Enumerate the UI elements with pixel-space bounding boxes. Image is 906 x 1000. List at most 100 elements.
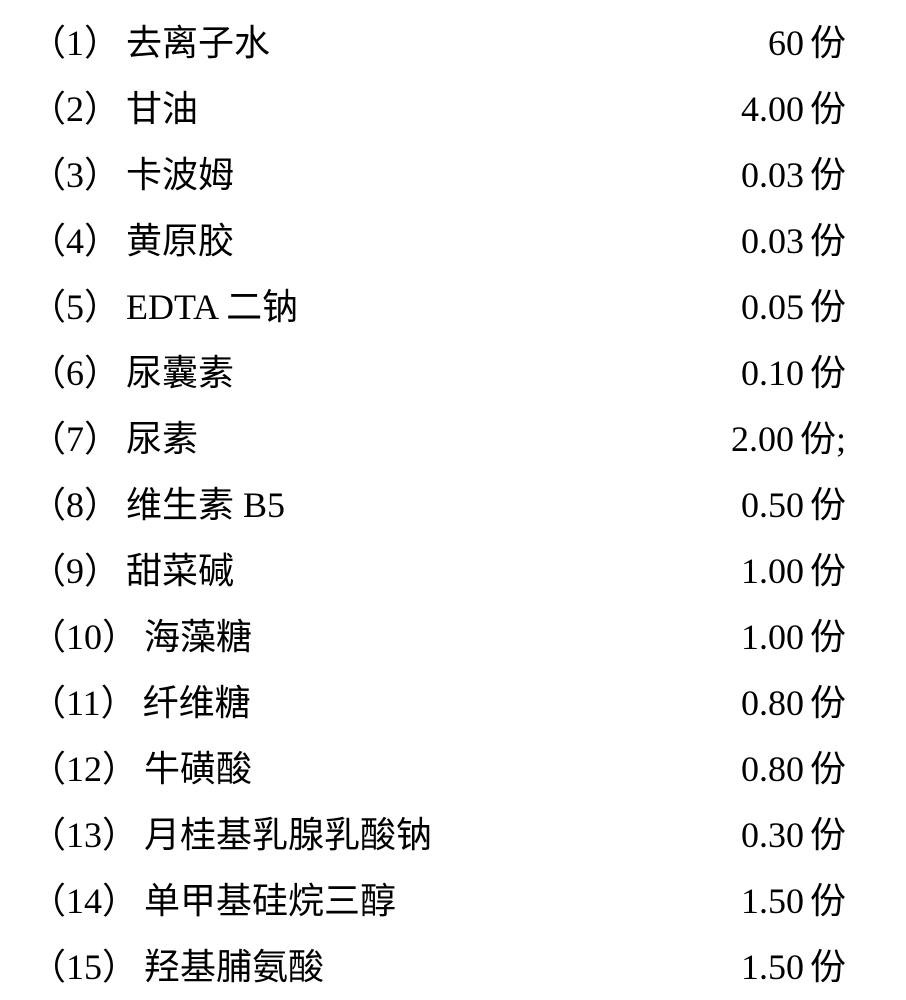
unit-label: 份: [810, 208, 846, 274]
amount-value: 1.00: [664, 538, 804, 604]
unit-label: 份: [810, 802, 846, 868]
label-column: （7）尿素: [30, 406, 510, 472]
row-index: （14）: [30, 868, 138, 934]
row-index: （9）: [30, 538, 120, 604]
amount-value: 0.80: [664, 736, 804, 802]
ingredient-name: 卡波姆: [126, 142, 234, 208]
ingredient-row: （8）维生素 B5 0.50份: [30, 472, 876, 538]
row-index: （5）: [30, 274, 120, 340]
unit-label: 份: [810, 274, 846, 340]
row-index: （7）: [30, 406, 120, 472]
row-index: （1）: [30, 10, 120, 76]
value-column: 0.80份: [510, 670, 876, 736]
row-index: （4）: [30, 208, 120, 274]
label-column: （13）月桂基乳腺乳酸钠: [30, 802, 510, 868]
ingredient-name: 甜菜碱: [126, 538, 234, 604]
ingredient-row: （5）EDTA 二钠0.05份: [30, 274, 876, 340]
value-column: 1.00份: [510, 538, 876, 604]
label-column: （1）去离子水: [30, 10, 510, 76]
value-column: 0.50份: [510, 472, 876, 538]
value-column: 0.03份: [510, 142, 876, 208]
ingredient-name: 单甲基硅烷三醇: [144, 868, 396, 934]
row-index: （2）: [30, 76, 120, 142]
amount-value: 4.00: [664, 76, 804, 142]
row-index: （15）: [30, 934, 138, 1000]
value-column: 0.30份: [510, 802, 876, 868]
unit-label: 份: [810, 76, 846, 142]
unit-label: 份: [810, 736, 846, 802]
unit-label: 份: [810, 340, 846, 406]
ingredient-row: （2）甘油4.00份: [30, 76, 876, 142]
label-column: （12）牛磺酸: [30, 736, 510, 802]
ingredient-row: （15）羟基脯氨酸1.50份: [30, 934, 876, 1000]
row-index: （10）: [30, 604, 138, 670]
ingredient-name: 甘油: [126, 76, 198, 142]
row-index: （3）: [30, 142, 120, 208]
unit-label: 份: [810, 604, 846, 670]
value-column: 60份: [510, 10, 876, 76]
row-index: （12）: [30, 736, 138, 802]
ingredient-name: 尿素: [126, 406, 198, 472]
ingredient-name: 月桂基乳腺乳酸钠: [144, 802, 432, 868]
unit-label: 份: [810, 868, 846, 934]
label-column: （11）纤维糖: [30, 670, 510, 736]
amount-value: 1.50: [664, 934, 804, 1000]
value-column: 1.50份: [510, 934, 876, 1000]
amount-value: 2.00: [654, 406, 794, 472]
ingredient-name: 维生素 B5: [126, 472, 285, 538]
value-column: 0.80份: [510, 736, 876, 802]
amount-value: 0.30: [664, 802, 804, 868]
ingredient-row: （9）甜菜碱1.00份: [30, 538, 876, 604]
ingredient-name: 海藻糖: [144, 604, 252, 670]
label-column: （4）黄原胶: [30, 208, 510, 274]
amount-value: 0.05: [664, 274, 804, 340]
ingredient-row: （11）纤维糖0.80份: [30, 670, 876, 736]
value-column: 1.00份: [510, 604, 876, 670]
row-index: （13）: [30, 802, 138, 868]
unit-label: 份;: [800, 406, 846, 472]
label-column: （9）甜菜碱: [30, 538, 510, 604]
ingredient-row: （4）黄原胶 0.03份: [30, 208, 876, 274]
ingredient-name: 去离子水: [126, 10, 270, 76]
ingredient-name: 尿囊素: [126, 340, 234, 406]
ingredient-row: （6）尿囊素0.10份: [30, 340, 876, 406]
ingredient-row: （1）去离子水60份: [30, 10, 876, 76]
label-column: （2）甘油: [30, 76, 510, 142]
amount-value: 0.03: [664, 208, 804, 274]
amount-value: 0.80: [664, 670, 804, 736]
unit-label: 份: [810, 142, 846, 208]
value-column: 1.50份: [510, 868, 876, 934]
row-index: （6）: [30, 340, 120, 406]
amount-value: 60: [664, 10, 804, 76]
label-column: （15）羟基脯氨酸: [30, 934, 510, 1000]
ingredient-row: （13）月桂基乳腺乳酸钠0.30份: [30, 802, 876, 868]
amount-value: 0.50: [664, 472, 804, 538]
value-column: 2.00份;: [510, 406, 876, 472]
ingredient-row: （14）单甲基硅烷三醇1.50份: [30, 868, 876, 934]
value-column: 0.10份: [510, 340, 876, 406]
row-index: （8）: [30, 472, 120, 538]
ingredient-row: （3）卡波姆0.03份: [30, 142, 876, 208]
label-column: （6）尿囊素: [30, 340, 510, 406]
unit-label: 份: [810, 538, 846, 604]
label-column: （10）海藻糖: [30, 604, 510, 670]
ingredient-name: EDTA 二钠: [126, 274, 298, 340]
label-column: （3）卡波姆: [30, 142, 510, 208]
amount-value: 1.00: [664, 604, 804, 670]
ingredient-name: 羟基脯氨酸: [144, 934, 324, 1000]
value-column: 4.00份: [510, 76, 876, 142]
ingredient-row: （10）海藻糖1.00份: [30, 604, 876, 670]
row-index: （11）: [30, 670, 137, 736]
ingredient-name: 纤维糖: [143, 670, 251, 736]
label-column: （14）单甲基硅烷三醇: [30, 868, 510, 934]
unit-label: 份: [810, 472, 846, 538]
ingredient-name: 牛磺酸: [144, 736, 252, 802]
ingredient-row: （12）牛磺酸0.80份: [30, 736, 876, 802]
unit-label: 份: [810, 934, 846, 1000]
ingredient-name: 黄原胶: [126, 208, 234, 274]
ingredient-list: （1）去离子水60份（2）甘油4.00份（3）卡波姆0.03份（4）黄原胶0.0…: [30, 10, 876, 1000]
amount-value: 0.03: [664, 142, 804, 208]
value-column: 0.05份: [510, 274, 876, 340]
amount-value: 0.10: [664, 340, 804, 406]
label-column: （5）EDTA 二钠: [30, 274, 510, 340]
